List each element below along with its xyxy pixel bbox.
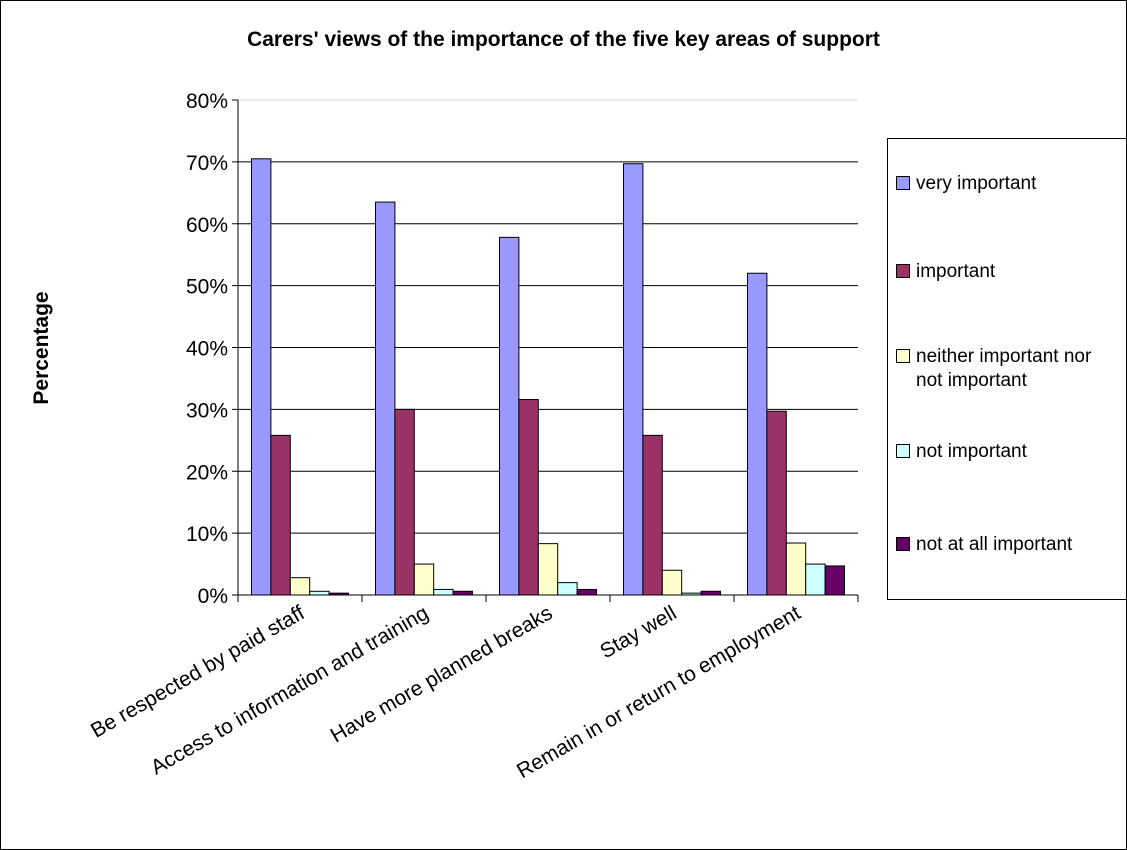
legend-swatch <box>896 264 910 278</box>
legend-item: not important <box>896 440 1027 464</box>
bar <box>433 588 454 596</box>
x-tick-label: Have more planned breaks <box>327 601 557 747</box>
bar <box>499 236 520 596</box>
legend-label: neither important nor not important <box>916 346 1092 391</box>
bar <box>309 590 330 596</box>
y-tick-label: 70% <box>186 152 228 175</box>
bar <box>518 398 539 596</box>
bar <box>766 410 787 596</box>
legend-item: neither important nor not important <box>896 345 1106 393</box>
y-tick-label: 60% <box>186 214 228 237</box>
bar <box>681 592 702 596</box>
bar <box>289 577 311 596</box>
bar <box>747 272 768 596</box>
bar <box>576 588 597 596</box>
legend: very important important neither importa… <box>887 138 1127 600</box>
y-tick-label: 80% <box>186 90 228 113</box>
bar <box>328 592 350 596</box>
y-tick-label: 20% <box>186 461 228 484</box>
y-tick-label: 30% <box>186 399 228 422</box>
legend-swatch <box>896 349 910 363</box>
bar <box>394 408 415 596</box>
y-tick-label: 0% <box>198 585 228 608</box>
chart-title: Carers' views of the importance of the f… <box>247 28 880 51</box>
bar <box>251 158 272 596</box>
x-tick-label: Be respected by paid staff <box>87 601 309 742</box>
bar <box>623 163 644 596</box>
legend-item: important <box>896 260 995 284</box>
bar <box>537 543 559 596</box>
legend-label: important <box>916 261 996 282</box>
bar <box>824 565 845 596</box>
y-tick-label: 50% <box>186 276 228 299</box>
x-tick-label: Stay well <box>596 601 680 663</box>
legend-swatch <box>896 444 910 458</box>
y-tick-label: 10% <box>186 523 228 546</box>
legend-item: not at all important <box>896 533 1072 557</box>
bar <box>270 434 291 596</box>
bar <box>805 563 826 596</box>
bar <box>700 590 721 596</box>
legend-swatch <box>896 176 910 190</box>
bar <box>661 569 683 596</box>
legend-label: not important <box>916 441 1027 462</box>
y-tick-label: 40% <box>186 338 228 361</box>
bar <box>452 590 474 596</box>
bar <box>642 434 663 596</box>
legend-label: not at all important <box>916 534 1073 555</box>
bar <box>785 542 807 596</box>
bar <box>413 563 435 596</box>
bar <box>375 201 396 596</box>
legend-swatch <box>896 537 910 551</box>
bar <box>557 582 578 596</box>
legend-label: very important <box>916 173 1037 194</box>
legend-item: very important <box>896 172 1036 196</box>
